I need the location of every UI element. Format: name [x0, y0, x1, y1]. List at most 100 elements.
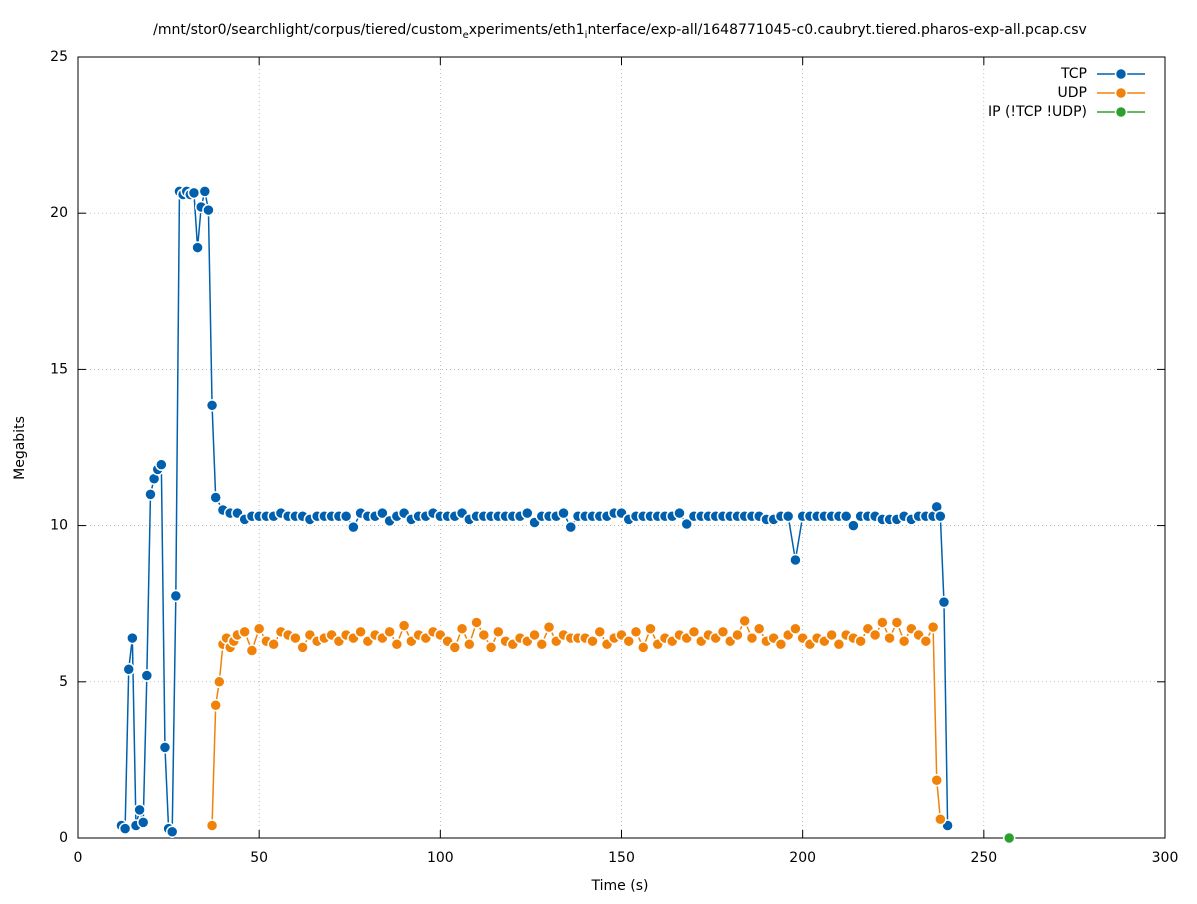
marker [169, 589, 183, 603]
marker [347, 520, 360, 534]
legend-marker [1114, 86, 1128, 100]
marker [245, 644, 259, 657]
marker [781, 509, 795, 523]
marker [586, 634, 599, 648]
marker [774, 638, 788, 651]
marker [789, 553, 802, 567]
marker [140, 669, 154, 682]
marker [731, 628, 744, 642]
marker [126, 631, 139, 645]
marker [470, 616, 483, 629]
marker [122, 663, 135, 676]
y-tick-label: 5 [59, 674, 68, 690]
marker [383, 625, 396, 639]
y-tick-label: 20 [50, 205, 68, 221]
marker [883, 631, 896, 645]
marker [644, 622, 657, 635]
marker [528, 628, 541, 642]
marker [354, 625, 367, 639]
marker [937, 595, 951, 609]
marker [542, 620, 556, 634]
marker [448, 641, 462, 654]
marker [205, 819, 219, 832]
marker [187, 186, 201, 200]
marker [839, 509, 853, 523]
x-tick-label: 250 [970, 850, 997, 866]
marker [919, 634, 933, 648]
x-tick-label: 100 [427, 850, 454, 866]
marker [1002, 831, 1016, 845]
marker [455, 622, 469, 635]
marker [832, 638, 846, 651]
marker [289, 631, 302, 645]
x-tick-label: 200 [789, 850, 816, 866]
marker [687, 625, 701, 639]
marker [213, 675, 226, 689]
marker [484, 641, 498, 654]
marker [738, 614, 751, 628]
marker [209, 491, 222, 504]
marker [165, 825, 179, 839]
legend-marker [1114, 105, 1128, 119]
marker [238, 625, 251, 639]
marker [680, 517, 693, 531]
marker [198, 185, 212, 198]
marker [191, 241, 204, 254]
marker [897, 634, 911, 648]
marker [492, 625, 505, 639]
marker [564, 520, 578, 534]
marker [876, 616, 889, 629]
y-tick-label: 0 [59, 830, 68, 846]
marker [390, 638, 404, 651]
marker [521, 506, 534, 520]
marker [745, 631, 759, 645]
marker [209, 698, 222, 712]
chart-title: /mnt/stor0/searchlight/corpus/tiered/cus… [153, 22, 1087, 41]
marker [535, 638, 549, 651]
marker [926, 620, 940, 634]
marker [854, 634, 867, 648]
marker [202, 203, 215, 217]
marker [463, 638, 476, 651]
marker [136, 816, 150, 829]
y-tick-label: 10 [50, 518, 68, 534]
marker [752, 622, 766, 635]
x-axis-label: Time (s) [591, 878, 649, 894]
x-tick-label: 150 [608, 850, 635, 866]
marker [477, 628, 491, 642]
x-tick-label: 50 [250, 850, 268, 866]
y-tick-label: 25 [50, 49, 68, 65]
marker [205, 399, 219, 412]
y-tick-label: 15 [50, 361, 68, 377]
marker [629, 625, 643, 639]
marker [252, 622, 266, 635]
marker [133, 803, 146, 817]
marker [557, 506, 570, 520]
marker [636, 641, 650, 654]
marker [296, 641, 309, 654]
marker [868, 628, 882, 642]
marker [397, 619, 411, 632]
marker [118, 822, 132, 835]
marker [847, 519, 860, 532]
marker [825, 628, 838, 642]
marker [158, 741, 172, 754]
x-tick-label: 300 [1152, 850, 1179, 866]
marker [593, 625, 607, 639]
legend-label: UDP [1058, 85, 1087, 101]
marker [673, 506, 686, 520]
legend-label: TCP [1060, 66, 1087, 82]
y-axis-label: Megabits [12, 416, 28, 480]
marker [339, 509, 353, 523]
marker [622, 634, 635, 648]
marker [155, 458, 168, 471]
legend-label: IP (!TCP !UDP) [988, 104, 1087, 120]
marker [376, 506, 389, 520]
marker [890, 616, 904, 629]
marker [716, 625, 730, 639]
marker [934, 509, 947, 523]
marker [930, 773, 943, 787]
marker [934, 813, 947, 826]
